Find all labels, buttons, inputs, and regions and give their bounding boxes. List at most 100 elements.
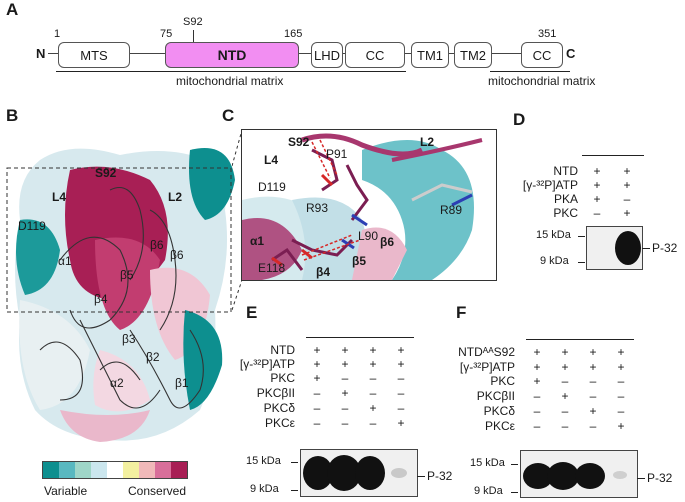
f-row-label: NTDᴬᴬS92 — [458, 345, 515, 359]
position-351: 351 — [538, 28, 557, 40]
d-row-label: [γ-³²P]ATP — [522, 178, 578, 192]
f-cell: + — [561, 345, 569, 359]
f-autoradiograph — [520, 450, 638, 498]
e-cell: + — [397, 416, 405, 430]
b-label-d119: D119 — [18, 219, 46, 233]
b-label-s92: S92 — [95, 166, 117, 180]
c-label-b4: β4 — [316, 265, 330, 279]
f-row-label: PKCβII — [476, 389, 515, 403]
panel-label-d: D — [513, 110, 526, 129]
e-cell: + — [369, 343, 377, 357]
d-cell: + — [593, 192, 601, 206]
c-label-d119: D119 — [258, 180, 286, 194]
d-row-label: PKA — [553, 192, 578, 206]
matrix-right-line — [490, 71, 570, 72]
e-cell: – — [397, 386, 405, 400]
e-cell: + — [369, 357, 377, 371]
e-row-label: [γ-³²P]ATP — [239, 357, 295, 371]
f-cell: + — [533, 360, 541, 374]
e-cell: – — [397, 371, 405, 385]
c-terminus-label: C — [566, 46, 576, 61]
e-cell: + — [313, 357, 321, 371]
panel-label-c: C — [222, 106, 235, 125]
b-label-l2: L2 — [168, 190, 183, 204]
e-marker-tick — [291, 462, 298, 463]
f-cell: – — [533, 389, 541, 403]
c-label-e118: E118 — [258, 261, 286, 275]
f-cell: + — [561, 389, 569, 403]
d-cell: + — [593, 164, 601, 178]
f-row-label: PKCε — [484, 419, 515, 433]
f-cell: – — [617, 389, 625, 403]
d-header-line — [582, 155, 644, 156]
f-marker-tick — [511, 492, 518, 493]
b-label-b3: β3 — [122, 332, 136, 346]
f-row-label: [γ-³²P]ATP — [459, 360, 515, 374]
d-autoradiograph — [586, 226, 643, 270]
scale-swatch — [171, 462, 187, 478]
n-terminus-label: N — [36, 46, 46, 61]
d-band-pointer — [642, 248, 650, 249]
panel-label-f: F — [456, 303, 467, 322]
f-cell: – — [561, 374, 569, 388]
d-band — [615, 231, 641, 265]
e-cell: – — [313, 416, 321, 430]
panel-label-a: A — [6, 0, 19, 19]
f-cell: + — [589, 404, 597, 418]
f-cell: – — [561, 404, 569, 418]
d-cell: – — [593, 206, 601, 220]
f-band-label: P-32 — [647, 471, 673, 485]
d-row-label: PKC — [553, 206, 578, 220]
e-row-label: PKC — [270, 371, 295, 385]
domain-ntd: NTD — [165, 42, 299, 68]
zoom-structure-box — [241, 129, 497, 281]
f-header-line — [526, 339, 634, 340]
e-cell: – — [313, 386, 321, 400]
e-cell: – — [397, 401, 405, 415]
f-band — [575, 463, 605, 489]
d-cell: + — [593, 178, 601, 192]
backbone-line — [48, 53, 558, 54]
domain-mts: MTS — [58, 42, 130, 68]
f-cell: – — [589, 374, 597, 388]
position-165: 165 — [284, 28, 303, 40]
c-label-r89: R89 — [440, 203, 463, 217]
f-cell: + — [533, 345, 541, 359]
b-label-b4: β4 — [94, 292, 108, 306]
d-cell: + — [623, 164, 631, 178]
b-label-a1: α1 — [58, 254, 72, 268]
f-cell: – — [617, 374, 625, 388]
e-cell: + — [397, 343, 405, 357]
scale-swatch — [43, 462, 59, 478]
f-band — [547, 462, 579, 490]
b-label-b5: β5 — [120, 268, 134, 282]
d-cell: + — [623, 178, 631, 192]
d-marker-tick — [578, 236, 585, 237]
f-marker-15: 15 kDa — [470, 457, 505, 469]
c-label-b5: β5 — [352, 254, 366, 268]
domain-cc1: CC — [345, 42, 405, 68]
f-band-pointer — [637, 478, 645, 479]
e-cell: – — [341, 416, 349, 430]
f-cell: – — [533, 404, 541, 418]
f-cell: – — [561, 419, 569, 433]
e-marker-15: 15 kDa — [246, 455, 281, 467]
d-marker-15: 15 kDa — [536, 229, 571, 241]
e-cell: – — [369, 386, 377, 400]
b-label-b1: β1 — [175, 376, 189, 390]
c-label-r93: R93 — [306, 201, 329, 215]
f-marker-tick — [511, 464, 518, 465]
d-cell: – — [623, 192, 631, 206]
f-cell: – — [589, 389, 597, 403]
domain-tm1: TM1 — [411, 42, 449, 68]
matrix-right-label: mitochondrial matrix — [488, 74, 596, 88]
e-cell: + — [341, 343, 349, 357]
d-row-label: NTD — [553, 164, 578, 178]
c-label-s92: S92 — [288, 135, 310, 149]
d-cell: + — [623, 206, 631, 220]
f-cell: + — [617, 419, 625, 433]
s92-tick — [193, 30, 194, 42]
f-cell: – — [533, 419, 541, 433]
e-cell: – — [313, 401, 321, 415]
b-label-b2: β2 — [146, 350, 160, 364]
